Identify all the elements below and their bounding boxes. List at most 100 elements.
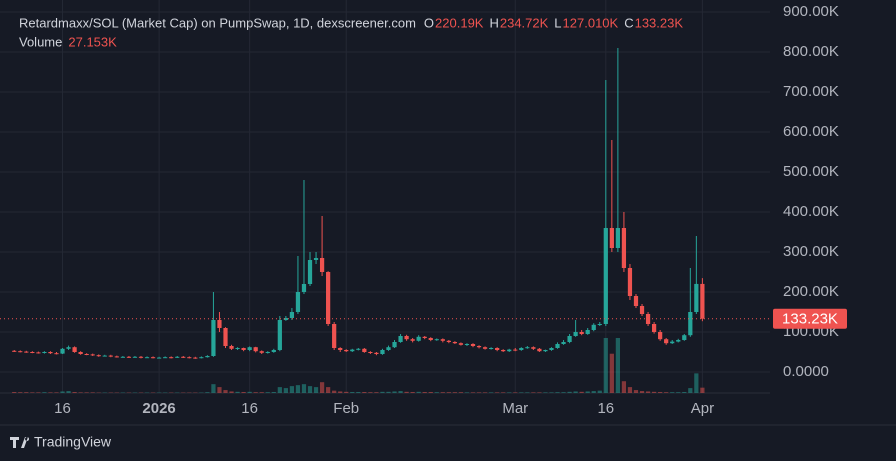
candle-body [265, 352, 270, 353]
volume-bar [326, 387, 331, 393]
candle-body [54, 353, 59, 355]
candle-body [567, 336, 572, 342]
candle-body [482, 347, 488, 349]
volume-bar [603, 338, 608, 393]
volume-bar [694, 373, 699, 393]
volume-bar [488, 392, 494, 393]
volume-bar [90, 392, 95, 393]
candle-body [561, 342, 566, 344]
volume-bar [597, 390, 602, 393]
candle-body [319, 258, 325, 272]
labels: 0.0000100.00K200.00K300.00K400.00K500.00… [0, 3, 847, 417]
x-tick-label: 16 [597, 400, 614, 417]
candle-body [579, 332, 584, 334]
candle-body [24, 351, 29, 353]
volume-bar [615, 338, 620, 393]
candle-body [464, 344, 470, 345]
candle-body [163, 357, 168, 359]
candle-body [187, 357, 192, 359]
volume-bar [476, 392, 482, 393]
candle-body [350, 349, 355, 352]
chart-title: Retardmaxx/SOL (Market Cap) on PumpSwap,… [19, 15, 416, 30]
volume-bar [470, 392, 476, 393]
volume-bar [633, 390, 639, 393]
candle-body [138, 356, 144, 358]
volume-bar [627, 387, 633, 393]
volume-bar [513, 392, 518, 393]
volume-bar [434, 392, 439, 393]
volume-bar [452, 392, 458, 393]
candle-body [181, 356, 186, 358]
ohlc-key: O [424, 15, 434, 30]
candle-body [476, 346, 482, 348]
volume-bar [301, 384, 307, 393]
candle-body [211, 320, 216, 356]
ohlc-value: 133.23K [635, 15, 684, 30]
candle-body [585, 330, 590, 334]
candle-body [90, 354, 95, 356]
volume-bar [362, 392, 367, 393]
candle-body [301, 284, 307, 292]
candle-body [108, 355, 113, 357]
volume-bar [537, 392, 542, 393]
candle-body [241, 348, 246, 350]
candle-body [386, 347, 391, 350]
candle-body [603, 228, 608, 324]
candle-body [368, 352, 373, 353]
last-price-label: 133.23K [782, 311, 838, 328]
candle-body [126, 356, 132, 358]
volume-bar [374, 392, 379, 393]
volume-bar [658, 392, 663, 393]
candle-body [132, 356, 138, 358]
volume-bar [72, 392, 77, 393]
volume-bar [380, 391, 385, 393]
volume-bar [446, 392, 451, 393]
volume-bar [676, 392, 681, 393]
y-tick-label: 800.00K [783, 43, 839, 60]
candle-body [380, 350, 385, 354]
candle-body [36, 352, 41, 354]
last-price-box [773, 308, 847, 329]
y-tick-label: 500.00K [783, 163, 839, 180]
volume-bar [78, 392, 83, 393]
candle-body [627, 268, 633, 296]
candle-body [283, 318, 288, 320]
grid [0, 0, 896, 426]
volume-bar [344, 391, 349, 393]
volume-bar [682, 392, 687, 393]
volume-bar [410, 392, 415, 393]
volume-bar [664, 392, 669, 393]
volume-bar [482, 392, 488, 393]
candle-body [700, 283, 705, 319]
candle-body [175, 356, 180, 358]
candle-body [555, 344, 560, 348]
candle-body [193, 357, 198, 359]
candle-body [488, 348, 494, 349]
volume-bar [621, 381, 627, 393]
volume-bar [205, 392, 210, 393]
ohlc-key: H [489, 15, 498, 30]
candle-body [513, 349, 518, 351]
volume-bar [84, 392, 89, 393]
candle-body [78, 352, 83, 354]
volume-bar [501, 392, 506, 393]
candle-body [639, 306, 645, 314]
candle-body [338, 348, 343, 350]
candle-body [374, 352, 379, 354]
volume-bar [495, 392, 500, 393]
volume-bar [464, 392, 470, 393]
y-tick-label: 700.00K [783, 83, 839, 100]
volume-bar [585, 391, 590, 393]
candle-body [658, 332, 663, 340]
candle-body [344, 350, 349, 352]
candle-body [114, 356, 119, 358]
ohlc-value: 234.72K [500, 15, 549, 30]
volume-bar [332, 390, 337, 393]
volume-bar [561, 392, 566, 393]
candle-body [307, 260, 313, 284]
ohlc-key: L [554, 15, 561, 30]
volume-bar [428, 392, 433, 393]
candle-body [573, 332, 578, 336]
candle-body [229, 346, 234, 349]
